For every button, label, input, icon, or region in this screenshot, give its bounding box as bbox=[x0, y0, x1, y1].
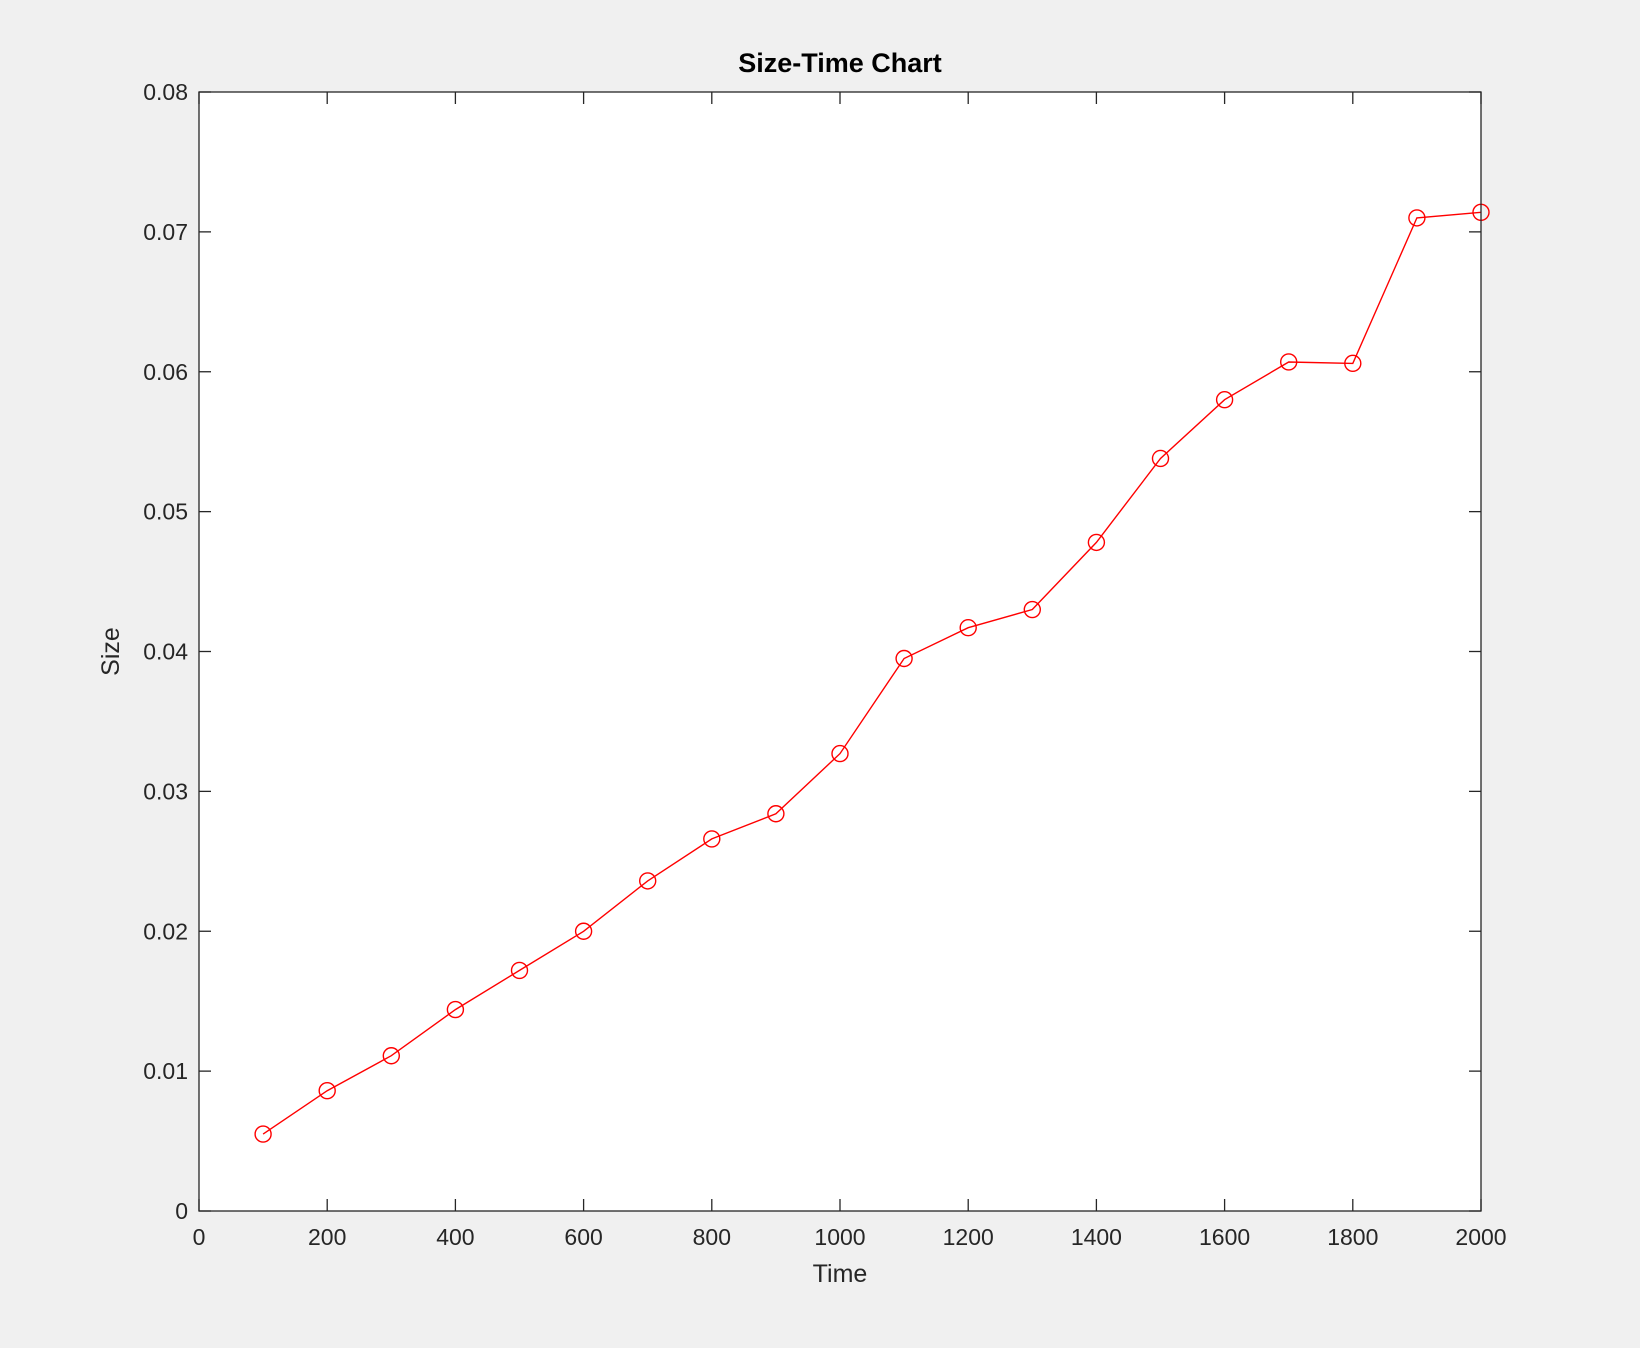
data-point bbox=[510, 961, 529, 980]
data-point bbox=[1344, 354, 1362, 373]
data-point bbox=[1151, 449, 1170, 468]
data-point bbox=[318, 1082, 336, 1100]
x-tick-label: 0 bbox=[193, 1224, 206, 1250]
data-point bbox=[1215, 391, 1234, 409]
data-point bbox=[1279, 353, 1298, 371]
x-tick-label: 1000 bbox=[814, 1224, 865, 1250]
data-point bbox=[831, 744, 849, 763]
tick-labels: 0 200 400 600 800 1000 1200 1400 1600 1800 2000 0 0.… bbox=[143, 79, 1506, 1250]
x-tick-label: 400 bbox=[436, 1224, 474, 1250]
y-tick-label: 0.07 bbox=[143, 219, 188, 245]
y-tick-label: 0.01 bbox=[143, 1058, 188, 1084]
x-tick-label: 600 bbox=[564, 1224, 602, 1250]
data-point bbox=[895, 649, 913, 668]
x-tick-label: 800 bbox=[693, 1224, 731, 1250]
data-point bbox=[574, 922, 593, 940]
data-point bbox=[254, 1125, 272, 1143]
y-tick-label: 0.06 bbox=[143, 359, 188, 385]
x-tick-label: 1800 bbox=[1327, 1224, 1378, 1250]
y-tick-label: 0.05 bbox=[143, 499, 188, 525]
y-tick-label: 0.03 bbox=[143, 778, 188, 804]
data-point bbox=[1408, 209, 1426, 227]
y-tick-label: 0.08 bbox=[143, 79, 188, 105]
series-line bbox=[262, 211, 1482, 1135]
y-tick-label: 0.04 bbox=[143, 639, 188, 665]
data-point bbox=[959, 619, 977, 637]
y-tick-label: 0 bbox=[175, 1198, 188, 1224]
x-tick-label: 200 bbox=[308, 1224, 346, 1250]
data-point bbox=[767, 805, 785, 823]
x-tick-label: 1400 bbox=[1071, 1224, 1122, 1250]
data-point bbox=[1023, 600, 1042, 619]
y-tick-label: 0.02 bbox=[143, 918, 188, 944]
x-tick-label: 1600 bbox=[1199, 1224, 1250, 1250]
data-point bbox=[639, 872, 657, 890]
x-tick-label: 1200 bbox=[943, 1224, 994, 1250]
data-point bbox=[382, 1047, 400, 1065]
axes-frame bbox=[198, 91, 1482, 1212]
y-axis-label: Size bbox=[97, 627, 125, 676]
plot-area bbox=[199, 92, 1481, 1211]
x-tick-label: 2000 bbox=[1455, 1224, 1506, 1250]
chart-title: Size-Time Chart bbox=[738, 48, 942, 78]
data-point bbox=[1087, 533, 1106, 552]
data-point bbox=[703, 830, 721, 848]
data-point bbox=[446, 1000, 465, 1019]
x-axis-label: Time bbox=[813, 1260, 868, 1288]
